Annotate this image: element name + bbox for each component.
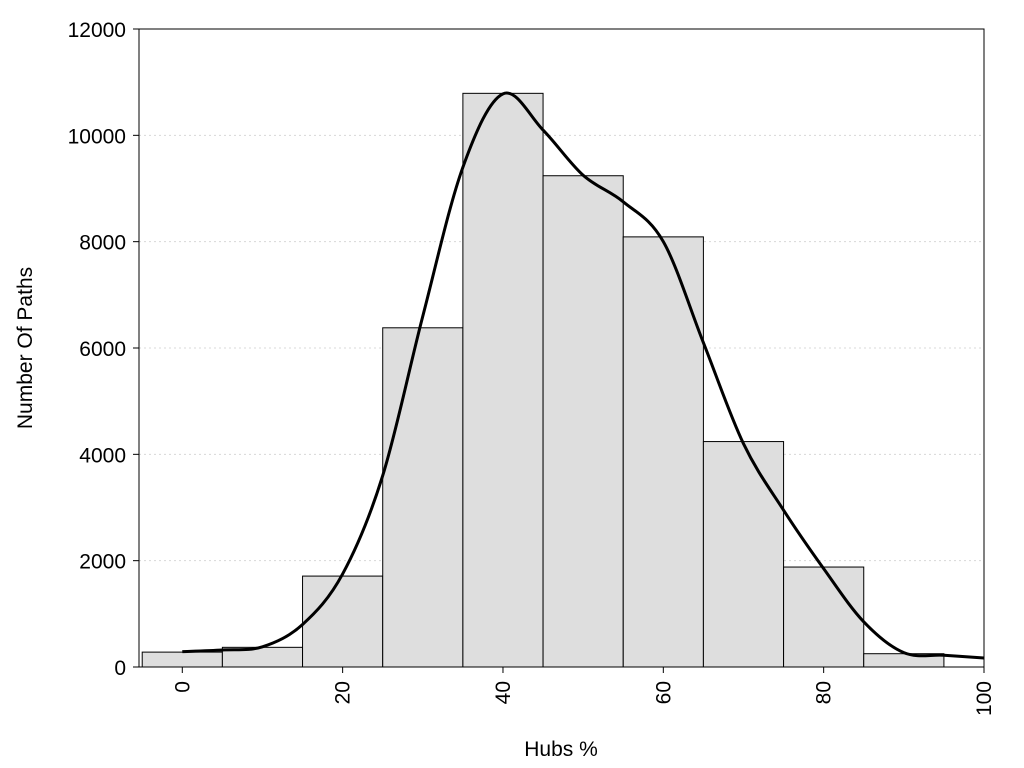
x-tick-label: 0 xyxy=(171,681,194,693)
x-axis-title: Hubs % xyxy=(524,738,598,761)
histogram-bar xyxy=(702,441,785,668)
x-tick-label: 20 xyxy=(332,681,355,704)
x-tick-label: 80 xyxy=(813,681,836,704)
y-tick-label: 12000 xyxy=(68,19,126,42)
x-axis-ticks: 0 20 40 60 80 100 xyxy=(171,667,996,716)
histogram-bars xyxy=(141,92,945,668)
grid-lines xyxy=(139,134,984,562)
y-tick-label: 0 xyxy=(114,657,126,680)
x-tick-label: 100 xyxy=(973,681,996,716)
x-tick-label: 40 xyxy=(492,681,515,704)
histogram-bar xyxy=(462,92,544,668)
histogram-bar xyxy=(622,236,704,668)
histogram-bar xyxy=(302,575,384,668)
x-tick-label: 60 xyxy=(652,681,675,704)
y-tick-label: 10000 xyxy=(68,125,126,148)
y-tick-label: 6000 xyxy=(79,338,126,361)
histogram-bar xyxy=(382,327,464,668)
y-axis-ticks: 0 2000 4000 6000 8000 10000 12000 xyxy=(68,19,139,680)
histogram-bar xyxy=(141,651,223,668)
histogram-bar xyxy=(542,175,624,668)
y-tick-label: 8000 xyxy=(79,232,126,255)
y-tick-label: 4000 xyxy=(79,444,126,467)
y-axis-title: Number Of Paths xyxy=(14,267,37,429)
density-curve xyxy=(182,91,985,660)
histogram-bar xyxy=(783,566,865,668)
y-tick-label: 2000 xyxy=(79,551,126,574)
